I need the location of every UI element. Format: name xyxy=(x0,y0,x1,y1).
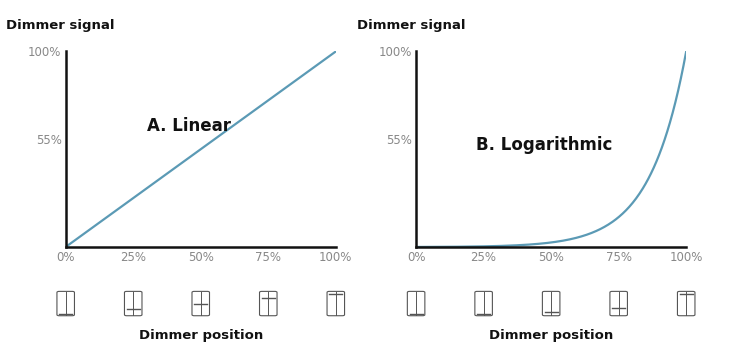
Text: Dimmer signal: Dimmer signal xyxy=(357,19,465,32)
Text: A. Linear: A. Linear xyxy=(147,117,231,135)
Text: Dimmer position: Dimmer position xyxy=(489,329,613,342)
Text: Dimmer position: Dimmer position xyxy=(139,329,263,342)
Text: B. Logarithmic: B. Logarithmic xyxy=(475,136,612,154)
Text: Dimmer signal: Dimmer signal xyxy=(7,19,115,32)
